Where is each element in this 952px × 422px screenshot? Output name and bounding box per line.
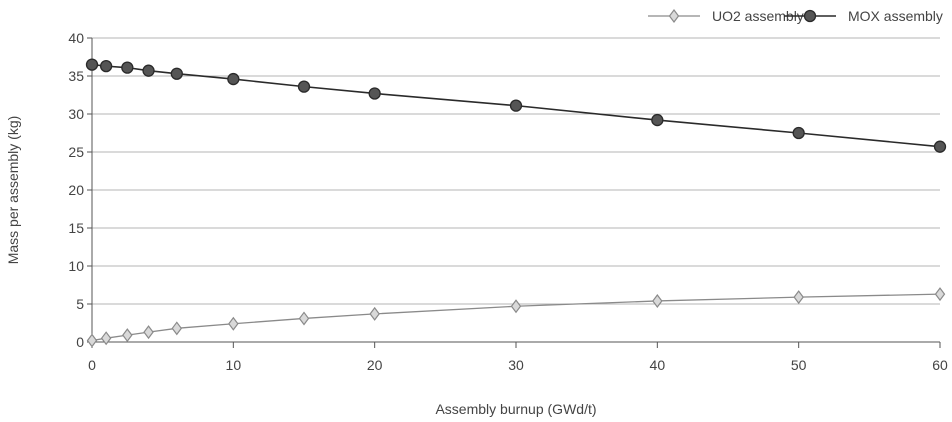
legend-marker (803, 9, 817, 23)
series-uo2 (86, 287, 946, 348)
data-point (171, 321, 183, 336)
data-point (792, 126, 805, 140)
y-axis-title: Mass per assembly (kg) (5, 116, 21, 265)
series-mox (85, 58, 947, 153)
y-tick-label: 25 (68, 144, 84, 160)
x-axis-title: Assembly burnup (GWd/t) (435, 401, 596, 417)
data-point (793, 290, 804, 305)
data-point (143, 325, 154, 340)
x-tick-label: 30 (508, 357, 524, 373)
y-tick-label: 0 (76, 334, 84, 350)
data-point (86, 333, 98, 348)
data-point (509, 99, 523, 112)
series-layer (85, 58, 947, 348)
y-tick-label: 20 (68, 182, 84, 198)
data-point (934, 287, 946, 302)
y-tick-label: 35 (68, 68, 84, 84)
data-point (227, 72, 240, 86)
data-point (121, 61, 134, 74)
data-point (369, 306, 380, 321)
x-tick-label: 20 (367, 357, 383, 373)
data-point (228, 316, 239, 331)
data-point (652, 293, 663, 308)
data-point (170, 67, 183, 80)
data-point (651, 113, 664, 127)
data-point (298, 311, 310, 326)
legend-label: UO2 assembly (712, 8, 804, 24)
axes: 0 5 10 15 20 25 30 35 40 0 10 20 30 40 50 60 (68, 30, 948, 373)
data-point (85, 58, 99, 71)
legend-marker (668, 9, 680, 23)
x-tick-label: 0 (88, 357, 96, 373)
data-point (368, 87, 381, 100)
x-tick-label: 10 (226, 357, 242, 373)
data-point (100, 331, 112, 346)
data-point (122, 328, 133, 343)
x-tick-label: 40 (650, 357, 666, 373)
x-tick-label: 60 (932, 357, 948, 373)
data-point (297, 80, 311, 93)
legend: UO2 assembly MOX assembly (648, 8, 943, 24)
legend-item: UO2 assembly (648, 8, 804, 24)
legend-label: MOX assembly (848, 8, 943, 24)
data-point (933, 140, 947, 153)
y-tick-label: 10 (68, 258, 84, 274)
y-tick-label: 5 (76, 296, 84, 312)
data-point (510, 299, 522, 314)
data-point (142, 64, 155, 77)
grid (92, 37, 940, 343)
y-tick-label: 30 (68, 106, 84, 122)
y-tick-label: 15 (68, 220, 84, 236)
legend-item: MOX assembly (784, 8, 943, 24)
data-point (99, 59, 113, 73)
y-tick-label: 40 (68, 30, 84, 46)
x-tick-label: 50 (791, 357, 807, 373)
